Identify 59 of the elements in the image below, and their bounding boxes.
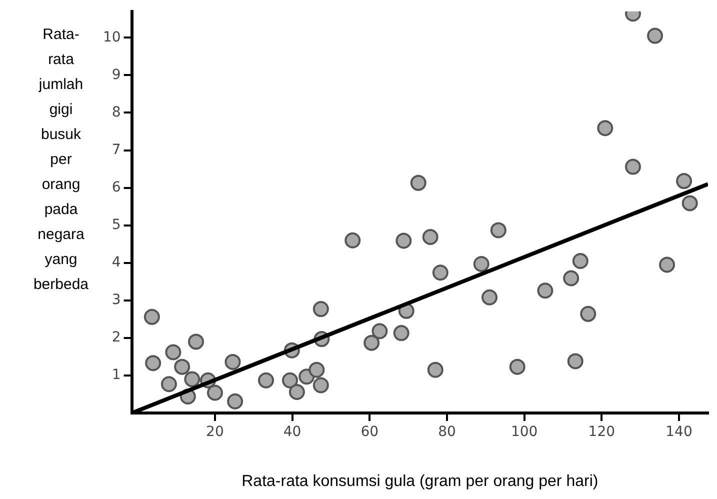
x-tick-label: 60 [360, 424, 379, 440]
point [624, 158, 641, 175]
point [393, 325, 410, 342]
point [422, 228, 438, 245]
point [597, 120, 614, 136]
point [396, 232, 412, 249]
y-tick-label: 5 [112, 216, 121, 233]
y-tick-label: 4 [112, 254, 121, 271]
point [676, 173, 692, 190]
y-tick-label: 8 [112, 104, 121, 120]
point [364, 334, 380, 351]
point [563, 270, 580, 286]
y-tick-label: 1 [112, 367, 121, 384]
point [580, 306, 596, 322]
point [490, 222, 506, 238]
y-tick-label: 2 [112, 330, 121, 346]
point [312, 301, 329, 318]
point [659, 256, 676, 273]
point [312, 377, 329, 394]
x-tick-label: 100 [510, 424, 538, 440]
x-tick-label: 40 [283, 424, 302, 440]
y-tick-label: 7 [112, 142, 121, 158]
point [206, 384, 223, 401]
point [144, 308, 160, 325]
x-tick-label: 140 [666, 424, 692, 440]
point [682, 195, 698, 212]
point [410, 174, 426, 191]
point [308, 362, 325, 378]
point [282, 372, 298, 388]
y-tick-label: 3 [112, 292, 121, 308]
y-tick-label: 10 [102, 29, 121, 46]
point [482, 289, 498, 306]
point [188, 334, 204, 350]
point [160, 376, 177, 392]
y-tick-label: 9 [112, 66, 121, 83]
text: Rata-rata jumlah gigi busuk per orang pada negara yang berbeda [33, 26, 89, 293]
x-axis-title: Rata-rata konsumsi gula (gram per orang per hari) [242, 472, 598, 490]
point [572, 252, 588, 269]
x-tick-label: 20 [206, 424, 224, 440]
y-tick-label: 6 [112, 179, 121, 196]
point [344, 232, 361, 248]
point [647, 28, 664, 44]
point [427, 362, 444, 378]
point [537, 282, 554, 299]
point [372, 323, 388, 340]
point [288, 384, 305, 400]
point [567, 353, 584, 370]
point [258, 372, 274, 388]
point [224, 354, 241, 370]
point [145, 355, 162, 372]
point [227, 393, 244, 410]
x-tick-label: 80 [438, 424, 456, 440]
x-tick-label: 120 [588, 424, 616, 440]
point [432, 264, 448, 281]
point [509, 358, 526, 375]
point [174, 358, 190, 375]
point [184, 371, 200, 388]
point [165, 344, 182, 360]
point [473, 256, 490, 272]
